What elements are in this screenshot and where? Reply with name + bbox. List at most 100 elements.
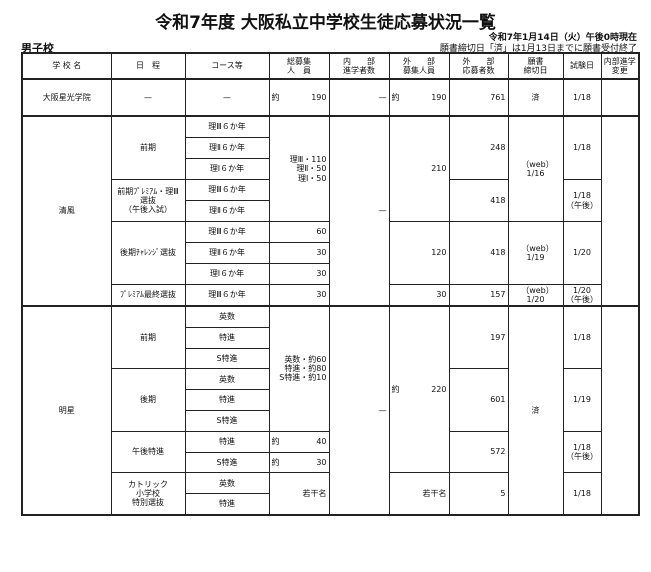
exam-date: 1/18 [562, 115, 602, 180]
deadline: 済 [507, 78, 564, 117]
approx: 約 [391, 92, 400, 102]
total: 190 [311, 92, 327, 102]
course: 特進 [184, 389, 270, 411]
exam-date: 1/19 [562, 368, 602, 432]
course: 英数 [184, 368, 270, 391]
exam-date: 1/18 [562, 472, 602, 516]
course: 特進 [184, 326, 270, 349]
applicants: 418 [448, 179, 509, 222]
course: 理Ⅱ６か年 [184, 200, 270, 222]
course: 理Ⅰ６か年 [184, 158, 270, 180]
approx: 約 [271, 437, 280, 447]
total: 30 [268, 242, 330, 264]
deadline: （web） 1/20 [507, 284, 564, 307]
exam-date: 1/18 [562, 305, 602, 370]
table-row: 理Ⅱ６か年 [22, 137, 639, 159]
table-row: 清風 前期 理Ⅲ６か年 理Ⅲ・110 理Ⅱ・50 理Ⅰ・50 — 210 248… [21, 115, 640, 307]
course: S特進 [184, 347, 270, 370]
applicants: 418 [448, 221, 509, 285]
page-title: 令和7年度 大阪私立中学校生徒応募状況一覧 [155, 13, 496, 33]
total: 30 [268, 263, 330, 285]
applicants: 248 [448, 115, 509, 180]
internal-change [600, 305, 640, 516]
table-row: 理Ⅱ６か年 30 [22, 242, 639, 264]
ext: 210 [388, 115, 450, 222]
total-cell: 約 190 [268, 78, 330, 117]
course: 理Ⅲ６か年 [184, 179, 270, 201]
header-cell: コース等 [184, 52, 270, 80]
course: 理Ⅱ６か年 [184, 137, 270, 159]
course: 英数 [184, 304, 270, 328]
exam-date: 1/20 （午後） [562, 284, 602, 307]
internal: — [328, 115, 390, 307]
applicants: 761 [448, 78, 509, 117]
total-cell: 約 30 [268, 451, 330, 474]
internal-change [600, 78, 640, 117]
total: 若干名 [268, 472, 330, 516]
course: — [184, 78, 270, 117]
ext: 220 [431, 385, 447, 395]
table-row: 理Ⅱ６か年 [22, 200, 639, 222]
table-row: カトリック 小学校 特別選抜 英数 若干名 若干名 5 1/18 [22, 472, 639, 516]
header-cell: 内部進学 変更 [600, 52, 640, 80]
course: S特進 [184, 409, 270, 432]
schedule: 後期 [110, 368, 186, 432]
internal: — [328, 305, 390, 516]
schedule: カトリック 小学校 特別選抜 [110, 472, 186, 516]
total-cell: 約 40 [268, 430, 330, 453]
header-cell: 学 校 名 [21, 52, 112, 80]
exam-date: 1/18 [562, 78, 602, 117]
exam-date: 1/20 [562, 221, 602, 285]
schedule: 後期ﾁｬﾚﾝｼﾞ選抜 [110, 221, 186, 285]
header-cell: 内 部 進学者数 [328, 52, 390, 80]
ext: 30 [388, 284, 450, 307]
course: S特進 [184, 451, 270, 474]
applicants: 157 [448, 284, 509, 307]
deadline: 済 [507, 305, 564, 516]
schedule: 前期 [110, 305, 186, 370]
header-cell: 外 部 募集人員 [388, 52, 450, 80]
schedule: ﾌﾟﾚﾐｱﾑ最終選抜 [110, 284, 186, 307]
ext: 120 [388, 221, 450, 285]
schedule: — [110, 78, 186, 117]
deadline: （web） 1/16 [507, 115, 564, 222]
ext-cell: 約 190 [388, 78, 450, 117]
table-row: 大阪星光学院 — — 約 190 — 約 190 761 済 1/18 [21, 78, 640, 117]
deadline: （web） 1/19 [507, 221, 564, 285]
header-cell: 外 部 応募者数 [448, 52, 509, 80]
approx: 約 [271, 457, 280, 467]
header-cell: 総募集 人 員 [268, 52, 330, 80]
header-cell: 日 程 [110, 52, 186, 80]
table-row: 午後特進 特進 約 40 572 1/18 （午後） [22, 430, 639, 474]
course: 理Ⅲ６か年 [184, 284, 270, 307]
applicants: 5 [448, 472, 509, 516]
total: 理Ⅲ・110 理Ⅱ・50 理Ⅰ・50 [268, 115, 330, 222]
schedule: 前期ﾌﾟﾚﾐｱﾑ・理Ⅲ 選抜 （午後入試） [110, 179, 186, 222]
school-name: 明星 [21, 305, 112, 516]
exam-date: 1/18 （午後） [562, 430, 602, 474]
total: 30 [316, 457, 327, 467]
table-row: 明星 前期 英数 英数・約60 特進・約80 S特進・約10 — 約 220 19… [21, 304, 640, 516]
applicants: 572 [448, 430, 509, 474]
header-row: 学 校 名 日 程 コース等 総募集 人 員 内 部 進学者数 外 部 募集人員… [21, 52, 640, 80]
exam-date: 1/18 （午後） [562, 179, 602, 222]
ext: 190 [431, 92, 447, 102]
schedule: 午後特進 [110, 430, 186, 474]
internal-change [600, 115, 640, 307]
course: 特進 [184, 430, 270, 453]
table-row: 特進 [22, 493, 639, 516]
category-label: 男子校 [21, 42, 54, 55]
applicants: 197 [448, 305, 509, 370]
total: 60 [268, 221, 330, 243]
course: 英数 [184, 472, 270, 495]
course: 理Ⅱ６か年 [184, 242, 270, 264]
course: 理Ⅲ６か年 [184, 115, 270, 138]
applicants: 601 [448, 368, 509, 432]
header-cell: 試験日 [562, 52, 602, 80]
table-row: 理Ⅰ６か年 30 [22, 263, 639, 285]
total: 40 [316, 437, 327, 447]
course: 特進 [184, 493, 270, 516]
applications-table: 学 校 名 日 程 コース等 総募集 人 員 内 部 進学者数 外 部 募集人員… [21, 52, 640, 516]
ext-cell: 約 220 [388, 305, 450, 474]
approx: 約 [271, 92, 280, 102]
